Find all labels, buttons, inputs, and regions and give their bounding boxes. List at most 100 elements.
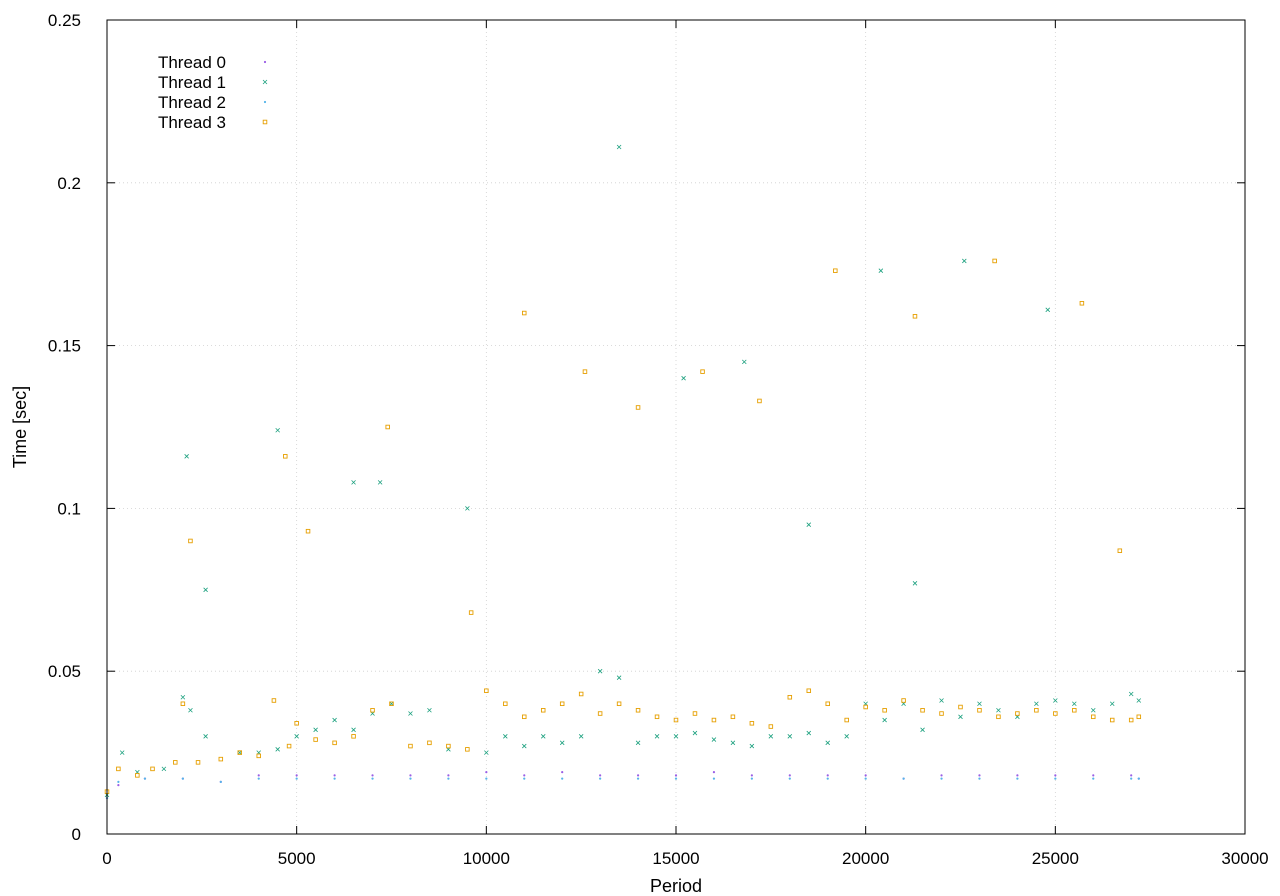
data-point: [635, 740, 641, 746]
data-point: [730, 740, 736, 746]
data-point: [503, 734, 508, 739]
data-point: [578, 734, 584, 739]
data-point: [332, 740, 337, 746]
legend-marker: [263, 60, 267, 64]
data-point: [333, 774, 336, 777]
data-point: [184, 454, 189, 459]
data-point: [351, 480, 356, 485]
data-point: [940, 777, 943, 780]
data-point: [912, 314, 918, 319]
data-point: [1090, 707, 1096, 713]
series-3: [104, 258, 1142, 794]
data-point: [992, 258, 997, 264]
data-point: [616, 675, 622, 680]
data-point: [1016, 777, 1019, 780]
data-point: [385, 424, 390, 430]
data-point: [711, 737, 717, 742]
data-point: [521, 743, 527, 749]
data-point: [712, 771, 716, 774]
data-point: [409, 777, 412, 780]
data-point: [654, 734, 660, 739]
data-point: [305, 528, 311, 534]
data-point: [371, 774, 374, 777]
data-point: [465, 506, 470, 511]
y-tick-labels: 0 0.05 0.1 0.15 0.2 0.25: [48, 11, 81, 844]
data-point: [864, 777, 867, 780]
data-point: [218, 756, 224, 762]
data-point: [389, 701, 394, 707]
data-point: [825, 740, 831, 746]
data-point: [117, 780, 120, 784]
data-point: [635, 708, 641, 713]
legend-label: Thread 1: [158, 73, 226, 92]
legend-marker: [262, 119, 268, 125]
data-point: [540, 708, 546, 713]
x-tick-label: 30000: [1221, 849, 1268, 868]
data-point: [408, 743, 413, 749]
data-point: [882, 708, 887, 713]
legend-marker: [263, 100, 267, 104]
data-point: [286, 743, 292, 749]
data-point: [263, 60, 267, 64]
data-point: [692, 730, 698, 736]
data-point: [901, 698, 906, 703]
data-point: [833, 268, 838, 273]
data-point: [757, 398, 762, 404]
x-tick-label: 25000: [1032, 849, 1079, 868]
data-point: [173, 760, 178, 765]
data-point: [143, 777, 147, 780]
data-point: [741, 359, 747, 365]
data-point: [902, 777, 905, 780]
data-point: [978, 774, 981, 777]
data-point: [977, 708, 982, 713]
data-point: [768, 734, 774, 739]
series-2: [105, 777, 1140, 800]
data-point: [1130, 777, 1133, 780]
data-point: [599, 774, 602, 777]
data-point: [825, 701, 830, 707]
data-point: [1045, 307, 1051, 313]
data-point: [559, 740, 565, 746]
data-point: [673, 717, 679, 723]
x-tick-label: 0: [102, 849, 111, 868]
data-point: [522, 310, 527, 316]
x-tick-label: 5000: [278, 849, 316, 868]
data-point: [636, 774, 640, 777]
data-point: [195, 760, 201, 765]
data-point: [181, 777, 184, 780]
data-point: [711, 717, 717, 723]
data-point: [262, 79, 268, 85]
data-point: [332, 717, 337, 723]
data-point: [749, 721, 755, 726]
data-point: [503, 701, 508, 707]
legend-marker: [262, 79, 268, 85]
y-axis-label: Time [sec]: [10, 386, 30, 468]
data-point: [1034, 701, 1039, 707]
data-point: [119, 750, 125, 755]
data-point: [636, 777, 640, 780]
data-point: [788, 774, 791, 777]
data-point: [1053, 711, 1058, 716]
data-point: [920, 727, 925, 733]
data-point: [768, 724, 774, 729]
data-point: [1072, 701, 1077, 707]
data-point: [484, 750, 489, 755]
data-point: [692, 711, 698, 716]
data-point: [257, 774, 260, 777]
data-points: [104, 144, 1142, 800]
data-point: [1054, 777, 1057, 780]
y-tick-label: 0.15: [48, 337, 81, 356]
data-point: [1109, 701, 1115, 707]
data-point: [295, 774, 298, 777]
data-point: [1015, 711, 1020, 716]
data-point: [939, 698, 944, 703]
data-point: [920, 708, 925, 713]
data-point: [878, 268, 884, 273]
series-1: [104, 144, 1142, 798]
data-point: [1137, 777, 1140, 780]
data-point: [484, 688, 489, 693]
data-point: [485, 777, 488, 780]
data-point: [333, 777, 336, 780]
